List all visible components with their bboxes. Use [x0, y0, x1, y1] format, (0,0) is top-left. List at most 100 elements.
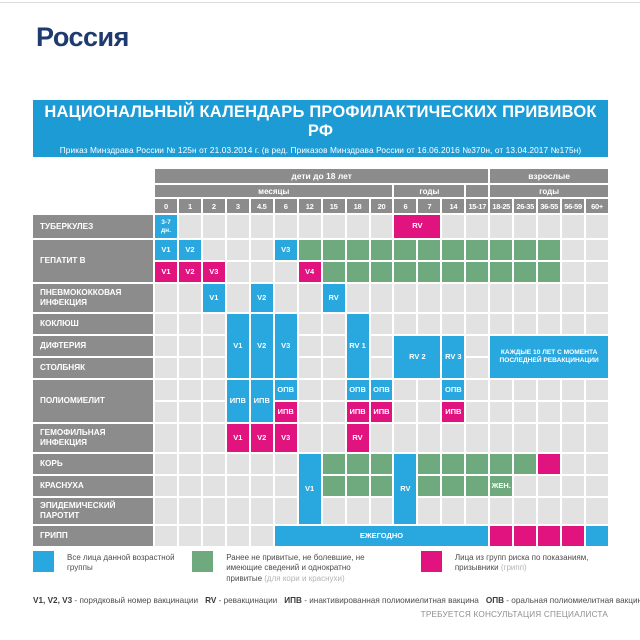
vaccine-cell — [490, 526, 513, 546]
vaccine-cell: ОПВ — [346, 380, 369, 400]
column-header: 56-59 — [562, 199, 585, 213]
vaccine-cell: V1 — [226, 314, 249, 378]
empty-cell — [155, 526, 177, 546]
vaccine-cell: V2 — [250, 284, 273, 312]
abbreviation-desc: порядковый номер вакцинации — [79, 596, 199, 605]
empty-cell — [538, 476, 561, 496]
empty-cell — [202, 314, 225, 334]
empty-cell — [370, 336, 393, 356]
vaccine-cell: ОПВ — [442, 380, 465, 400]
column-header: 15-17 — [466, 199, 489, 213]
vaccine-cell — [370, 240, 393, 260]
empty-cell — [586, 215, 608, 238]
empty-cell — [370, 314, 393, 334]
empty-cell — [226, 284, 249, 312]
row-label: ПНЕВМОКОККОВАЯ ИНФЕКЦИЯ — [33, 284, 153, 312]
empty-cell — [178, 526, 201, 546]
empty-cell — [418, 314, 441, 334]
empty-cell — [586, 240, 608, 260]
vaccine-cell — [442, 476, 465, 496]
empty-cell — [178, 284, 201, 312]
empty-cell — [490, 424, 513, 452]
empty-cell — [490, 380, 513, 400]
empty-cell — [490, 498, 513, 524]
empty-cell — [538, 284, 561, 312]
vaccine-cell — [490, 262, 513, 282]
legend-text: Ранее не привитые, не болевшие, не имеющ… — [226, 551, 386, 584]
empty-cell — [514, 284, 537, 312]
empty-cell — [490, 284, 513, 312]
vaccine-cell: V2 — [178, 240, 201, 260]
vaccine-cell: ИПВ — [442, 402, 465, 422]
row-label: ГЕМОФИЛЬНАЯ ИНФЕКЦИЯ — [33, 424, 153, 452]
vaccine-cell — [442, 262, 465, 282]
vaccine-cell — [442, 240, 465, 260]
vaccine-cell: V3 — [274, 314, 297, 378]
empty-cell — [322, 336, 345, 356]
empty-cell — [562, 454, 585, 474]
column-header: 4.5 — [250, 199, 273, 213]
empty-cell — [514, 476, 537, 496]
vaccine-cell: V1 — [226, 424, 249, 452]
vaccine-cell — [466, 240, 489, 260]
banner-subtitle: Приказ Минздрава России № 125н от 21.03.… — [59, 144, 582, 155]
empty-cell — [202, 380, 225, 400]
vaccine-cell — [490, 240, 513, 260]
column-header: 6 — [274, 199, 297, 213]
empty-cell — [298, 314, 321, 334]
empty-cell — [562, 240, 585, 260]
row-label: КОКЛЮШ — [33, 314, 153, 334]
age-group-header: взрослые — [490, 169, 608, 183]
abbreviation-term: ОПВ — [485, 596, 505, 605]
row-label: ДИФТЕРИЯ — [33, 336, 153, 356]
empty-cell — [155, 498, 177, 524]
top-divider — [0, 2, 640, 3]
empty-cell — [466, 358, 489, 378]
vaccine-cell — [322, 454, 345, 474]
empty-cell — [586, 476, 608, 496]
abbreviation-item: ИПВ - инактивированная полиомиелитная ва… — [284, 596, 479, 605]
vaccine-cell — [346, 454, 369, 474]
vaccine-cell — [370, 454, 393, 474]
column-header: 12 — [298, 199, 321, 213]
empty-cell — [250, 262, 273, 282]
vaccine-cell — [514, 526, 537, 546]
empty-cell — [202, 358, 225, 378]
empty-cell — [466, 424, 489, 452]
empty-cell — [490, 215, 513, 238]
legend-text-note: (для кори и краснухи) — [264, 573, 345, 583]
empty-cell — [322, 215, 345, 238]
vaccine-cell — [418, 262, 441, 282]
empty-cell — [370, 284, 393, 312]
vaccine-cell — [466, 454, 489, 474]
vaccine-cell — [346, 476, 369, 496]
empty-cell — [562, 262, 585, 282]
empty-cell — [178, 402, 201, 422]
column-header: 0 — [155, 199, 177, 213]
abbreviation-term: V1, V2, V3 — [33, 596, 73, 605]
empty-cell — [418, 402, 441, 422]
empty-cell — [346, 284, 369, 312]
empty-cell — [586, 380, 608, 400]
empty-cell — [322, 498, 345, 524]
empty-cell — [442, 314, 465, 334]
vaccine-cell: V3 — [202, 262, 225, 282]
vaccine-cell — [538, 262, 561, 282]
empty-cell — [562, 380, 585, 400]
empty-cell — [155, 358, 177, 378]
vaccine-cell: V1 — [298, 454, 321, 524]
vaccine-cell — [346, 262, 369, 282]
column-header: 7 — [418, 199, 441, 213]
abbreviation-desc: инактивированная полиомиелитная вакцина — [309, 596, 479, 605]
legend-item: Лица из групп риска по показаниям, призы… — [420, 551, 608, 584]
empty-cell — [394, 380, 417, 400]
vaccine-cell: V4 — [298, 262, 321, 282]
empty-cell — [202, 526, 225, 546]
empty-cell — [298, 402, 321, 422]
empty-cell — [490, 402, 513, 422]
empty-cell — [202, 498, 225, 524]
vaccine-cell: RV 3 — [442, 336, 465, 378]
empty-cell — [562, 498, 585, 524]
empty-cell — [226, 498, 249, 524]
